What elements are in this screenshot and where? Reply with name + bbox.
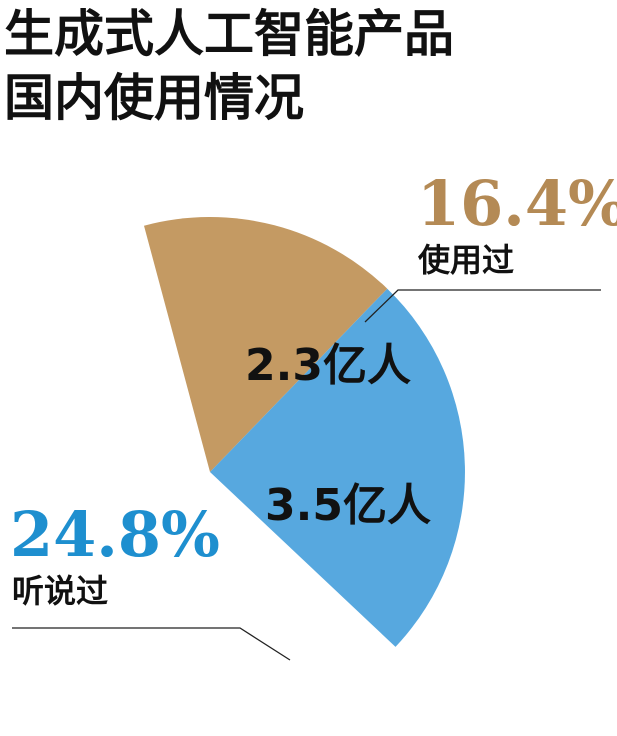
chart-title: 生成式人工智能产品 国内使用情况 xyxy=(4,2,454,130)
leader-line-heard xyxy=(12,627,291,661)
slice-inner-label-heard: 3.5亿人 xyxy=(265,480,431,531)
category-label-used: 使用过 xyxy=(417,241,514,279)
category-label-heard: 听说过 xyxy=(12,572,108,610)
leader-line-used xyxy=(364,289,601,323)
pie-slice-heard xyxy=(210,288,465,647)
percent-label-used: 16.4% xyxy=(417,167,617,240)
chart-title-line-2: 国内使用情况 xyxy=(4,69,304,127)
chart-title-line-1: 生成式人工智能产品 xyxy=(4,5,454,63)
slice-inner-label-used: 2.3亿人 xyxy=(245,340,411,391)
percent-label-heard: 24.8% xyxy=(10,498,220,571)
pie-slice-used xyxy=(144,217,388,472)
